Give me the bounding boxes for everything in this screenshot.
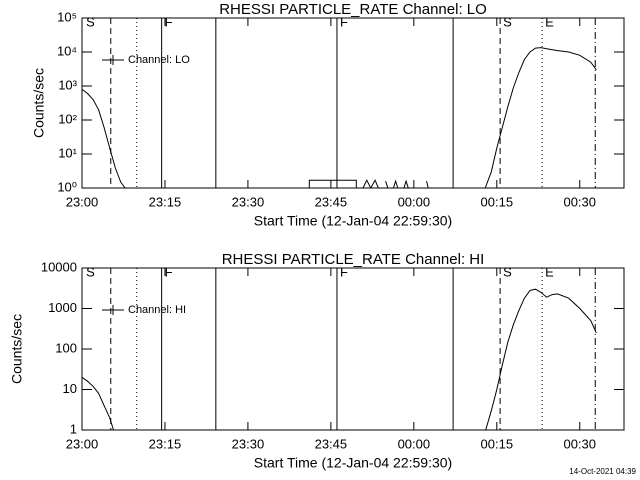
annotation: F: [165, 264, 173, 279]
annotation: E: [545, 264, 554, 279]
y-tick-label: 10: [63, 381, 77, 396]
y-tick-label: 100: [55, 340, 77, 355]
x-tick-label: 00:15: [481, 436, 514, 451]
x-tick-label: 00:30: [563, 194, 596, 209]
annotation: S: [86, 14, 95, 29]
data-line: [82, 288, 597, 430]
y-tick-label: 10⁰: [57, 179, 77, 194]
x-tick-label: 23:45: [315, 436, 348, 451]
legend-label: Channel: HI: [128, 304, 186, 316]
y-tick-label: 10¹: [58, 145, 77, 160]
x-tick-label: 23:15: [149, 436, 182, 451]
x-axis-label: Start Time (12-Jan-04 22:59:30): [254, 213, 452, 229]
x-tick-label: 23:30: [232, 194, 265, 209]
x-tick-label: 00:15: [481, 194, 514, 209]
annotation: S: [86, 264, 95, 279]
x-tick-label: 23:30: [232, 436, 265, 451]
y-tick-label: 10⁵: [57, 9, 77, 24]
chart-title: RHESSI PARTICLE_RATE Channel: LO: [219, 1, 487, 18]
data-line: [82, 47, 597, 188]
x-tick-label: 23:45: [315, 194, 348, 209]
plot-frame: [81, 17, 625, 189]
x-tick-label: 00:00: [398, 194, 431, 209]
y-tick-label: 1000: [48, 300, 77, 315]
x-tick-label: 00:00: [398, 436, 431, 451]
y-axis-label: Counts/sec: [31, 68, 47, 138]
footer: 14-Oct-2021 04:39: [569, 467, 636, 476]
annotation: F: [165, 14, 173, 29]
x-tick-label: 23:15: [149, 194, 182, 209]
y-tick-label: 1: [70, 421, 77, 436]
chart-title: RHESSI PARTICLE_RATE Channel: HI: [222, 251, 485, 268]
y-tick-label: 10⁴: [57, 43, 77, 58]
annotation: S: [503, 14, 512, 29]
annotation: F: [340, 14, 348, 29]
y-tick-label: 10³: [58, 77, 77, 92]
legend-label: Channel: LO: [128, 54, 190, 66]
annotation: F: [340, 264, 348, 279]
y-tick-label: 10000: [41, 259, 77, 274]
y-tick-label: 10²: [58, 111, 77, 126]
y-axis-label: Counts/sec: [9, 314, 25, 384]
x-tick-label: 23:00: [66, 436, 99, 451]
x-tick-label: 23:00: [66, 194, 99, 209]
x-tick-label: 00:30: [563, 436, 596, 451]
annotation: E: [545, 14, 554, 29]
annotation: S: [503, 264, 512, 279]
x-axis-label: Start Time (12-Jan-04 22:59:30): [254, 455, 452, 471]
